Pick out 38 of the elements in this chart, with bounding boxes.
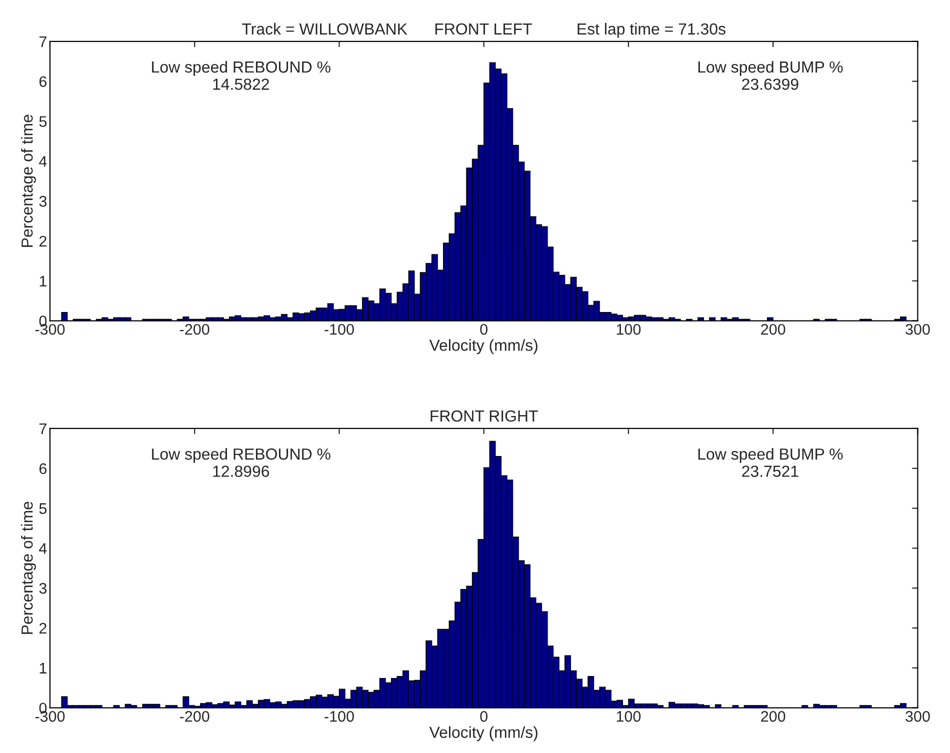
y-tick-label: 4 xyxy=(39,156,47,167)
y-tick-label: 7 xyxy=(39,423,46,434)
y-tick-label: 1 xyxy=(40,662,46,674)
x-tick-label: -200 xyxy=(180,324,210,335)
y-tick-label: 5 xyxy=(39,116,47,127)
x-tick-label: 300 xyxy=(906,324,930,335)
x-tick-label: -300 xyxy=(35,324,65,335)
y-tick-label: 4 xyxy=(39,543,47,554)
x-tick-label: 300 xyxy=(906,711,930,722)
x-tick-label: 200 xyxy=(761,324,786,335)
annotation: Low speed REBOUND % 14.5822 xyxy=(152,60,330,90)
y-tick-label: 2 xyxy=(39,236,46,246)
y-axis-title: Percentage of time xyxy=(21,114,36,247)
y-axis-title: Percentage of time xyxy=(21,502,36,634)
x-tick-label: 0 xyxy=(480,711,488,722)
y-tick-label: 6 xyxy=(39,76,47,88)
x-axis-title: Velocity (mm/s) xyxy=(429,339,538,354)
x-tick-label: 0 xyxy=(480,324,488,335)
x-tick-label: -100 xyxy=(324,711,354,722)
y-tick-label: 6 xyxy=(39,463,47,474)
y-tick-label: 2 xyxy=(39,622,46,634)
annotation: Low speed BUMP % 23.6399 xyxy=(698,60,843,90)
y-tick-label: 1 xyxy=(40,276,46,286)
x-axis-title: Velocity (mm/s) xyxy=(429,726,538,742)
x-tick-label: -200 xyxy=(180,711,210,722)
x-tick-label: 200 xyxy=(761,711,786,722)
chart-title: Track = WILLOWBANK FRONT LEFT Est lap time = 71.30s xyxy=(242,22,726,38)
x-tick-label: -300 xyxy=(35,711,65,722)
y-tick-label: 7 xyxy=(39,36,46,47)
y-tick-label: 3 xyxy=(39,196,47,207)
y-tick-label: 5 xyxy=(39,503,47,514)
x-tick-label: -100 xyxy=(324,324,354,335)
x-tick-label: 100 xyxy=(616,711,641,722)
chart-title: FRONT RIGHT xyxy=(430,410,538,422)
annotation: Low speed REBOUND % 12.8996 xyxy=(152,448,330,477)
x-tick-label: 100 xyxy=(616,324,641,335)
annotation: Low speed BUMP % 23.7521 xyxy=(698,448,843,477)
y-tick-label: 3 xyxy=(39,582,47,594)
